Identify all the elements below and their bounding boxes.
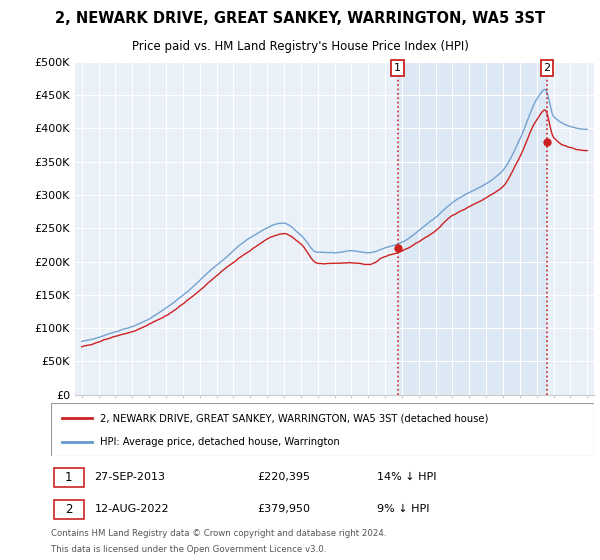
Text: Price paid vs. HM Land Registry's House Price Index (HPI): Price paid vs. HM Land Registry's House … [131,40,469,53]
Bar [54,468,83,487]
Text: 27-SEP-2013: 27-SEP-2013 [94,472,166,482]
Text: HPI: Average price, detached house, Warrington: HPI: Average price, detached house, Warr… [100,437,340,447]
Text: 2, NEWARK DRIVE, GREAT SANKEY, WARRINGTON, WA5 3ST (detached house): 2, NEWARK DRIVE, GREAT SANKEY, WARRINGTO… [100,413,488,423]
Bar [54,500,83,519]
Text: £220,395: £220,395 [257,472,310,482]
Text: 12-AUG-2022: 12-AUG-2022 [94,505,169,515]
Text: This data is licensed under the Open Government Licence v3.0.: This data is licensed under the Open Gov… [51,545,326,554]
Text: 1: 1 [65,471,73,484]
Text: Contains HM Land Registry data © Crown copyright and database right 2024.: Contains HM Land Registry data © Crown c… [51,529,386,538]
Text: 2, NEWARK DRIVE, GREAT SANKEY, WARRINGTON, WA5 3ST: 2, NEWARK DRIVE, GREAT SANKEY, WARRINGTO… [55,11,545,26]
Text: 2: 2 [65,503,73,516]
Text: 2: 2 [544,63,551,73]
Text: £379,950: £379,950 [257,505,310,515]
Text: 1: 1 [394,63,401,73]
Text: 9% ↓ HPI: 9% ↓ HPI [377,505,430,515]
Bar [398,62,547,395]
Text: 14% ↓ HPI: 14% ↓ HPI [377,472,436,482]
